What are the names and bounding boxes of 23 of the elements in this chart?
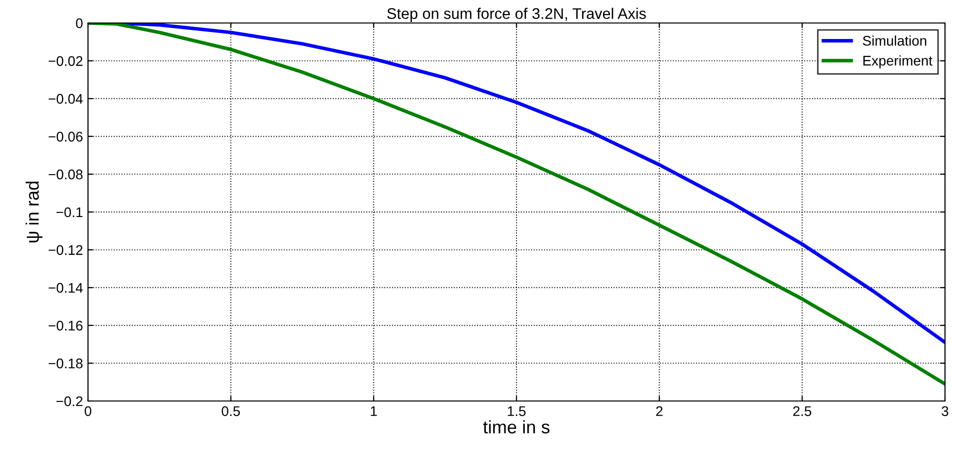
- y-tick-label: −0.1: [56, 207, 82, 218]
- y-tick-label: −0.12: [48, 245, 82, 255]
- y-tick-label: −0.14: [48, 282, 83, 293]
- x-tick-label: 1: [370, 406, 377, 416]
- y-tick-label: −0.18: [48, 358, 83, 368]
- y-tick-label: −0.08: [48, 170, 83, 180]
- x-tick-label: 0.5: [222, 406, 240, 416]
- y-tick-label: 0: [76, 18, 83, 28]
- legend-label: Experiment: [863, 55, 932, 68]
- y-axis-title: ψ in rad: [26, 182, 42, 242]
- x-tick-label: 1.5: [508, 406, 526, 416]
- x-tick-label: 2: [656, 406, 662, 416]
- y-tick-label: −0.04: [48, 94, 83, 104]
- legend-label: Simulation: [862, 36, 926, 46]
- y-tick-label: −0.02: [48, 56, 82, 66]
- y-tick-label: −0.06: [48, 132, 83, 142]
- y-tick-label: −0.2: [56, 396, 82, 406]
- x-tick-label: 2.5: [793, 406, 812, 416]
- x-axis-title: time in s: [483, 420, 550, 434]
- y-tick-label: −0.16: [48, 320, 83, 331]
- x-tick-label: 0: [84, 406, 92, 416]
- x-tick-label: 3: [942, 406, 948, 416]
- chart-title: Step on sum force of 3.2N, Travel Axis: [387, 8, 646, 22]
